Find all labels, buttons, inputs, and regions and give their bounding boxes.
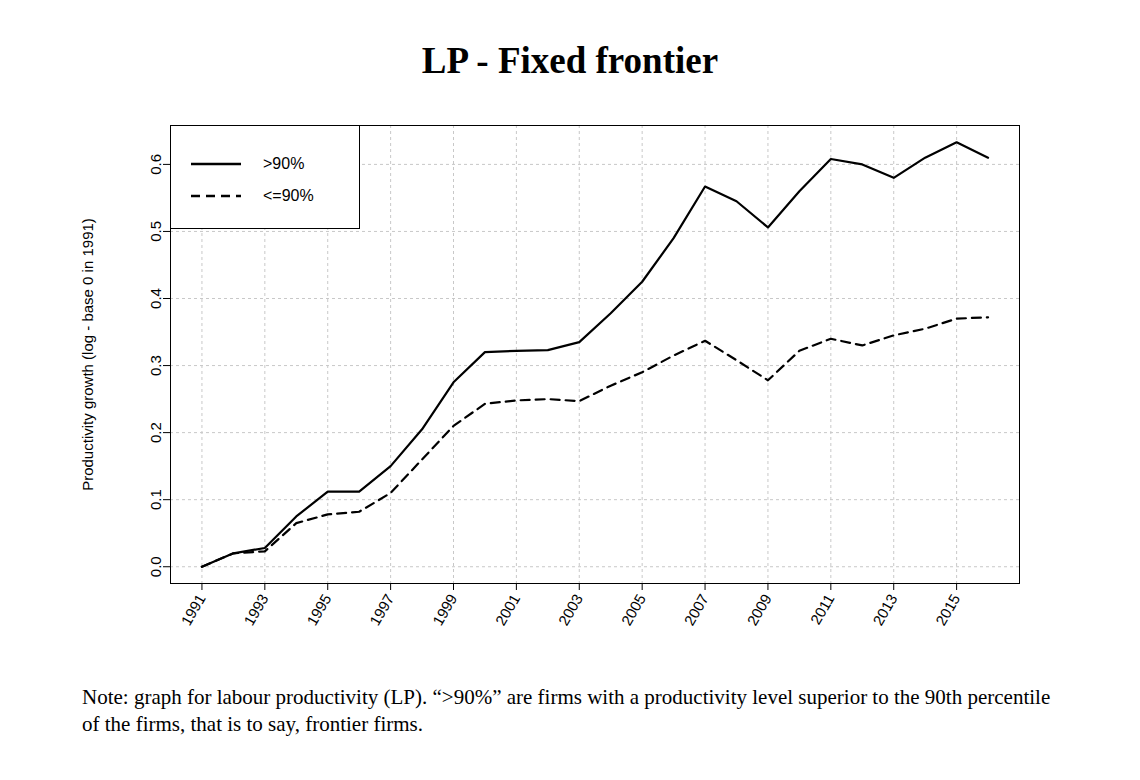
svg-text:2005: 2005 <box>618 591 649 628</box>
html-text:>90%: >90% <box>263 155 305 172</box>
html-text:LP - Fixed frontier: LP - Fixed frontier <box>421 40 719 81</box>
svg-text:2001: 2001 <box>492 591 523 628</box>
svg-text:1993: 1993 <box>240 591 271 628</box>
svg-text:2013: 2013 <box>869 591 900 628</box>
svg-text:Productivity growth (log - bas: Productivity growth (log - base 0 in 199… <box>79 218 96 491</box>
svg-text:2003: 2003 <box>555 591 586 628</box>
svg-text:2015: 2015 <box>932 591 963 628</box>
svg-text:0.6: 0.6 <box>147 154 164 175</box>
svg-text:2007: 2007 <box>680 591 711 628</box>
svg-text:0.4: 0.4 <box>147 288 164 309</box>
svg-text:1991: 1991 <box>177 591 208 628</box>
svg-text:0.2: 0.2 <box>147 422 164 443</box>
svg-text:0.0: 0.0 <box>147 556 164 577</box>
html-text:Note: graph for labour product: Note: graph for labour productivity (LP)… <box>82 685 1051 737</box>
svg-text:0.5: 0.5 <box>147 221 164 242</box>
svg-text:1997: 1997 <box>366 591 397 628</box>
svg-text:0.3: 0.3 <box>147 355 164 376</box>
svg-text:1999: 1999 <box>429 591 460 628</box>
svg-text:2009: 2009 <box>743 591 774 628</box>
svg-text:1995: 1995 <box>303 591 334 628</box>
svg-text:2011: 2011 <box>807 591 838 627</box>
html-text:<=90%: <=90% <box>263 187 314 204</box>
svg-text:0.1: 0.1 <box>147 489 164 510</box>
